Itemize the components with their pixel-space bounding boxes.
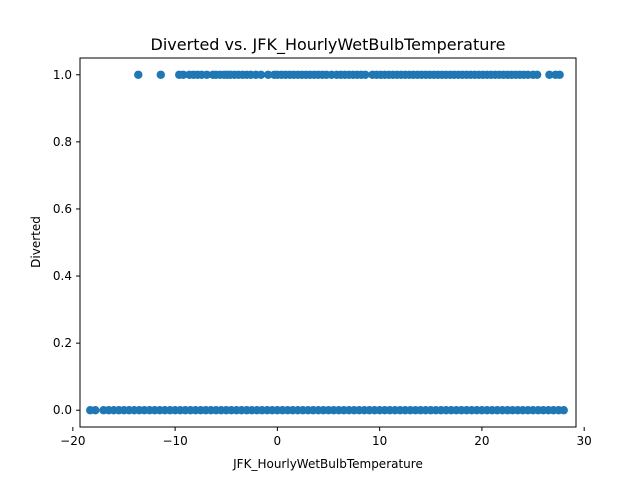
data-point (202, 70, 212, 79)
data-points (86, 70, 568, 415)
data-point (361, 70, 370, 79)
x-tick-label: 20 (474, 434, 489, 448)
y-tick-label: 0.0 (53, 403, 72, 417)
x-tick-label: 0 (274, 434, 282, 448)
x-tick-label: 10 (372, 434, 387, 448)
data-point (545, 70, 554, 79)
y-tick-label: 0.4 (53, 269, 72, 283)
y-axis-ticks: 0.0 0.2 0.4 0.6 0.8 1.0 (53, 68, 80, 417)
chart-title: Diverted vs. JFK_HourlyWetBulbTemperatur… (151, 35, 506, 55)
y-tick-label: 0.2 (53, 336, 72, 350)
y-tick-label: 1.0 (53, 68, 72, 82)
data-point (532, 70, 542, 79)
x-tick-label: 30 (577, 434, 592, 448)
y-tick-label: 0.6 (53, 202, 72, 216)
y-axis-label: Diverted (29, 216, 43, 268)
y-tick-label: 0.8 (53, 135, 72, 149)
x-axis-ticks: −20 −10 0 10 20 30 (60, 427, 592, 448)
data-point (179, 70, 188, 79)
data-point (555, 70, 564, 79)
x-tick-label: −10 (162, 434, 187, 448)
data-point (559, 406, 568, 415)
data-point (256, 70, 266, 79)
data-point (263, 70, 273, 79)
plot-frame (79, 57, 577, 428)
x-tick-label: −20 (60, 434, 85, 448)
x-axis-label: JFK_HourlyWetBulbTemperature (232, 457, 423, 471)
data-point (134, 70, 143, 79)
data-point (91, 406, 100, 415)
data-point (156, 70, 165, 79)
